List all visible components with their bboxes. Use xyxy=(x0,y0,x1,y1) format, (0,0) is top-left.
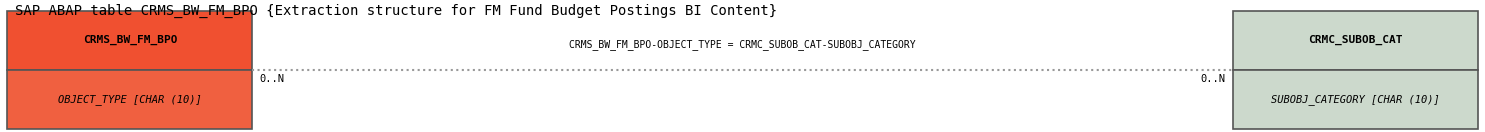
Text: OBJECT_TYPE [CHAR (10)]: OBJECT_TYPE [CHAR (10)] xyxy=(58,94,202,105)
Text: CRMC_SUBOB_CAT: CRMC_SUBOB_CAT xyxy=(1308,35,1402,45)
FancyBboxPatch shape xyxy=(7,11,252,70)
Text: 0..N: 0..N xyxy=(1200,74,1225,84)
Text: CRMS_BW_FM_BPO-OBJECT_TYPE = CRMC_SUBOB_CAT-SUBOBJ_CATEGORY: CRMS_BW_FM_BPO-OBJECT_TYPE = CRMC_SUBOB_… xyxy=(569,39,916,50)
FancyBboxPatch shape xyxy=(1233,11,1478,70)
FancyBboxPatch shape xyxy=(1233,70,1478,129)
Text: CRMS_BW_FM_BPO: CRMS_BW_FM_BPO xyxy=(83,35,177,45)
FancyBboxPatch shape xyxy=(7,70,252,129)
Text: SAP ABAP table CRMS_BW_FM_BPO {Extraction structure for FM Fund Budget Postings : SAP ABAP table CRMS_BW_FM_BPO {Extractio… xyxy=(15,4,777,18)
Text: 0..N: 0..N xyxy=(260,74,285,84)
Text: SUBOBJ_CATEGORY [CHAR (10)]: SUBOBJ_CATEGORY [CHAR (10)] xyxy=(1271,94,1439,105)
